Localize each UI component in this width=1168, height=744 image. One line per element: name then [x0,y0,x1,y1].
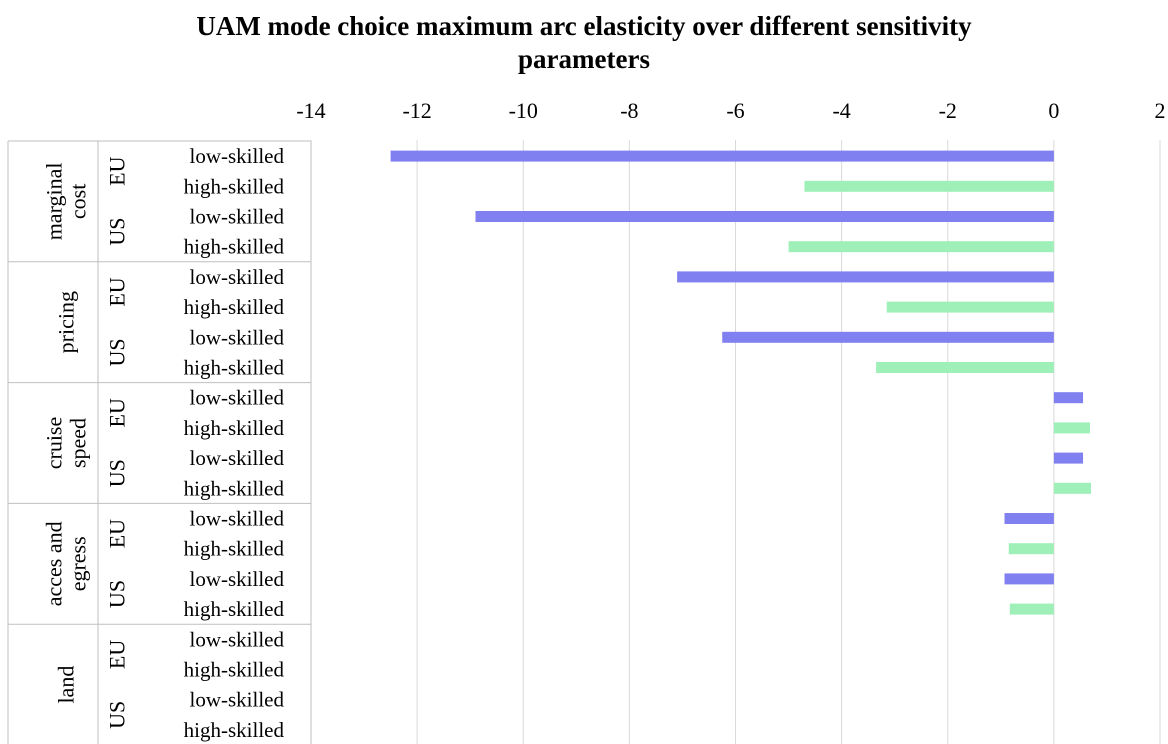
bar-high-skilled [886,301,1054,313]
region-label: US [105,701,130,729]
bar-low-skilled [1004,513,1054,524]
region-label: EU [105,277,130,306]
row-label-high-skilled: high-skilled [184,356,285,380]
region-label: EU [105,156,130,185]
region-label: EU [105,519,130,548]
region-label: US [105,338,130,366]
row-label-high-skilled: high-skilled [184,295,285,319]
bar-low-skilled [1053,392,1084,404]
row-label-low-skilled: low-skilled [190,144,285,168]
row-label-low-skilled: low-skilled [190,688,285,712]
bars [390,150,1092,615]
bar-low-skilled [1004,573,1054,585]
row-label-low-skilled: low-skilled [190,507,285,531]
row-label-low-skilled: low-skilled [190,567,285,591]
parameter-label: pricing [54,291,79,353]
bar-high-skilled [876,362,1054,373]
row-label-high-skilled: high-skilled [184,597,285,621]
category-labels: low-skilled high-skilled EU low-skilled high… [42,144,285,742]
parameter-label: acces and [42,521,67,606]
chart-title-line-1: UAM mode choice maximum arc elasticity o… [196,11,972,41]
row-label-low-skilled: low-skilled [190,386,285,410]
row-label-low-skilled: low-skilled [190,265,285,289]
bar-low-skilled [390,150,1054,162]
x-tick-label: -8 [620,98,638,123]
region-label: EU [105,640,130,669]
parameter-label: speed [66,418,91,468]
row-label-high-skilled: high-skilled [184,416,285,440]
x-tick-label: -2 [939,98,957,123]
x-tick-label: -10 [509,98,538,123]
x-axis-ticks: -14 -12 -10 -8 -6 -4 -2 0 2 [296,98,1165,123]
row-label-low-skilled: low-skilled [190,627,285,651]
bar-high-skilled [1053,422,1090,434]
row-label-high-skilled: high-skilled [184,235,285,259]
bar-low-skilled [1053,452,1084,464]
category-separators [7,140,312,744]
bar-high-skilled [1009,603,1054,615]
region-label: US [105,218,130,246]
chart-title: UAM mode choice maximum arc elasticity o… [0,10,1168,76]
row-label-high-skilled: high-skilled [184,476,285,500]
bar-high-skilled [804,180,1054,192]
parameter-label: marginal [42,163,67,241]
bar-high-skilled [1053,482,1092,494]
row-label-high-skilled: high-skilled [184,537,285,561]
x-tick-label: -12 [402,98,431,123]
x-tick-label: -14 [296,98,325,123]
bar-low-skilled [677,271,1054,283]
parameter-label: land [54,666,79,704]
region-label: EU [105,398,130,427]
region-label: US [105,580,130,608]
row-label-low-skilled: low-skilled [190,205,285,229]
parameter-label: cruise [42,417,67,470]
parameter-label: cost [66,184,91,219]
x-tick-label: -4 [832,98,850,123]
row-label-high-skilled: high-skilled [184,658,285,682]
row-label-low-skilled: low-skilled [190,446,285,470]
parameter-label: egress [66,536,91,591]
x-tick-label: 2 [1155,98,1166,123]
bar-high-skilled [788,241,1054,253]
bar-low-skilled [475,211,1054,222]
region-label: US [105,459,130,487]
row-label-high-skilled: high-skilled [184,174,285,198]
row-label-high-skilled: high-skilled [184,718,285,742]
grid-lines [310,140,1161,744]
bar-low-skilled [722,331,1054,343]
bar-high-skilled [1008,543,1054,555]
row-label-low-skilled: low-skilled [190,325,285,349]
chart-title-line-2: parameters [518,44,650,74]
x-tick-label: -6 [726,98,744,123]
x-tick-label: 0 [1048,98,1059,123]
